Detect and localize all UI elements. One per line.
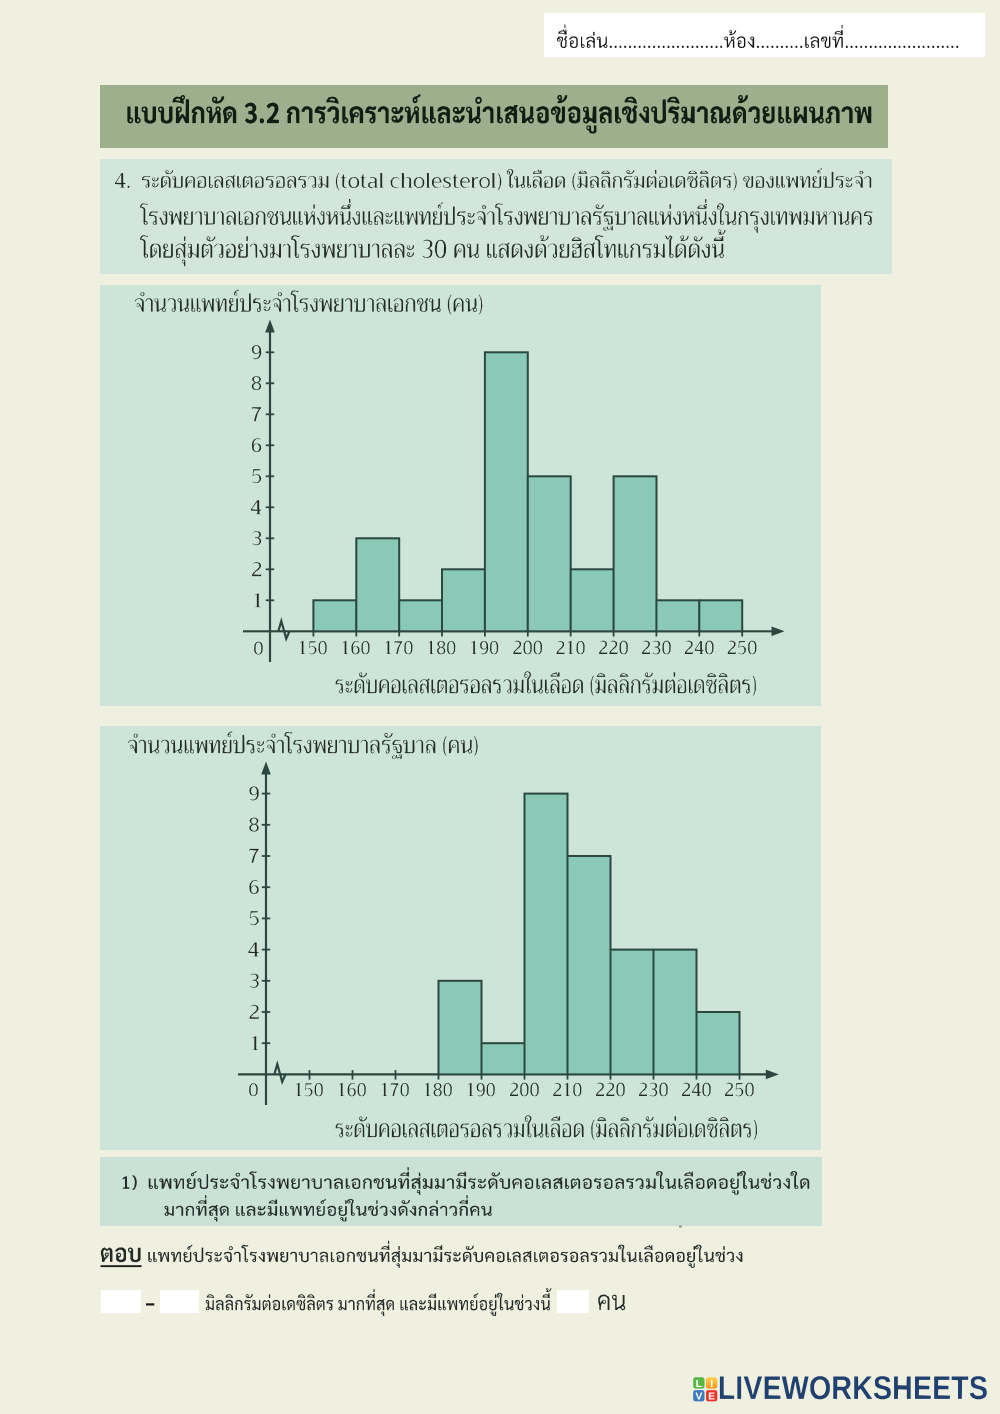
svg-text:V: V [695, 1391, 702, 1403]
svg-text:I: I [710, 1378, 713, 1390]
svg-text:E: E [708, 1391, 715, 1403]
svg-text:L: L [696, 1378, 703, 1390]
